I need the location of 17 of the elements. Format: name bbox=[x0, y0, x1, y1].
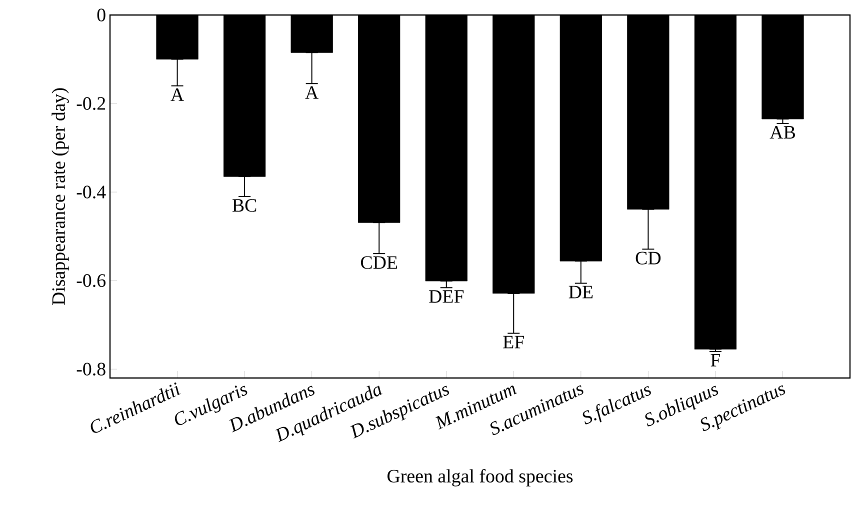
annotation: AB bbox=[770, 126, 795, 139]
annotation: CD bbox=[636, 252, 661, 264]
annotation: DE bbox=[568, 286, 593, 298]
annotation: DEF bbox=[429, 290, 464, 303]
y-tick-label: -0.6 bbox=[76, 274, 106, 288]
y-tick-label: -0.4 bbox=[76, 186, 106, 198]
annotation: A bbox=[170, 88, 184, 101]
annotation: F bbox=[710, 354, 720, 366]
annotation: EF bbox=[503, 336, 524, 348]
y-tick-label: -0.8 bbox=[76, 362, 106, 376]
annotation: BC bbox=[232, 199, 256, 212]
x-axis-title: Green algal food species bbox=[388, 469, 573, 486]
y-tick-label: -0.2 bbox=[76, 97, 106, 110]
y-axis-title: Disappearance rate (per day) bbox=[52, 88, 69, 305]
annotation: A bbox=[305, 86, 319, 99]
y-tick-label: 0 bbox=[97, 8, 106, 22]
annotation: CDE bbox=[360, 256, 398, 269]
